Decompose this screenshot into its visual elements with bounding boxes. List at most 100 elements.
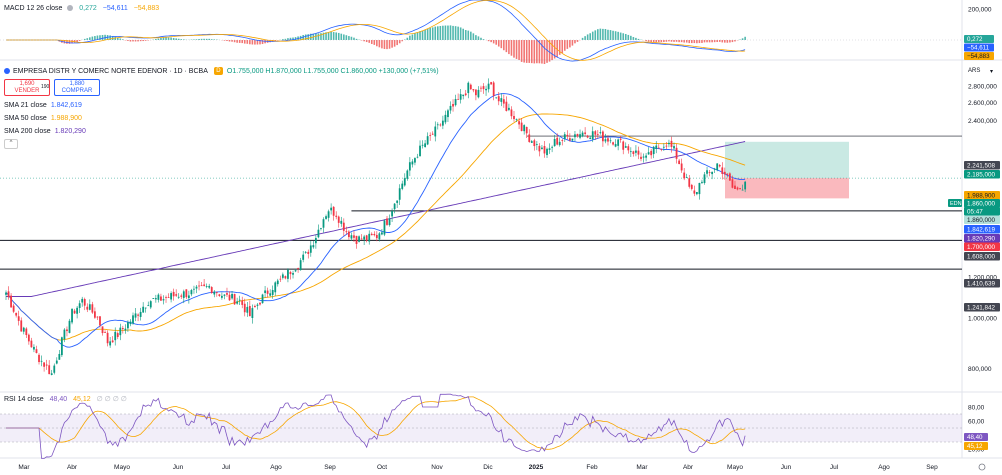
macd-histogram-bar [261, 40, 264, 45]
candle [449, 101, 452, 114]
macd-histogram-bar [111, 35, 114, 40]
macd-histogram-bar [393, 40, 396, 47]
macd-histogram-bar [66, 40, 68, 44]
candle-body [650, 150, 653, 156]
macd-histogram-bar [213, 39, 216, 40]
sma21-legend[interactable]: SMA 21 close 1.842,619 [4, 101, 82, 110]
candle-body [381, 232, 383, 235]
macd-histogram-bar [388, 40, 391, 49]
candle-body [109, 341, 112, 346]
candle-body [652, 146, 655, 155]
candle-body [254, 305, 256, 308]
candle-body [363, 236, 366, 240]
candle [487, 78, 490, 93]
candle [729, 172, 731, 181]
macd-histogram-bar [99, 35, 101, 40]
rsi-settings-icon[interactable]: ∅ ∅ ∅ ∅ [96, 396, 127, 403]
symbol-title-bar[interactable]: EMPRESA DISTR Y COMERC NORTE EDENOR · 1D… [4, 67, 439, 75]
rsi-line [6, 393, 746, 459]
candle-body [274, 282, 277, 293]
macd-histogram-bar [708, 40, 711, 43]
candle-body [525, 126, 528, 134]
candle-body [406, 170, 409, 179]
candle-body [490, 82, 493, 85]
candle-body [635, 150, 637, 153]
candle [459, 88, 462, 104]
macd-histogram-bar [533, 40, 536, 64]
candle [411, 159, 414, 168]
candle [358, 235, 360, 243]
candle [502, 94, 505, 108]
candle [429, 132, 432, 141]
sma200-legend[interactable]: SMA 200 close 1.820,290 [4, 127, 86, 136]
macd-histogram-bar [718, 40, 721, 42]
sell-button[interactable]: 1,690 VENDER [4, 79, 50, 96]
candle [175, 289, 178, 298]
candle-body [45, 364, 48, 366]
candle [642, 153, 645, 163]
candle [345, 226, 348, 235]
candle [231, 290, 233, 300]
candle [441, 115, 444, 130]
time-axis-label: Sep [926, 464, 938, 471]
candle [365, 234, 368, 243]
sma-lines [5, 93, 746, 348]
candle [261, 293, 264, 304]
candle-body [210, 287, 213, 293]
sma50-legend[interactable]: SMA 50 close 1.988,900 [4, 114, 82, 123]
macd-legend[interactable]: MACD 12 26 close 0,272 −54,611 −54,883 [4, 4, 159, 13]
candle-body [251, 308, 254, 318]
candle [447, 108, 449, 122]
candle-body [680, 163, 683, 171]
macd-histogram-bar [289, 37, 292, 40]
candle-body [609, 140, 612, 142]
candle-body [208, 285, 211, 288]
candle [563, 131, 566, 142]
price-axis-label-text: 1.820,290 [967, 235, 996, 242]
price-axis-label-text: 1.241,842 [967, 304, 996, 311]
currency-label[interactable]: ARS [968, 68, 981, 74]
candle-body [528, 134, 531, 142]
macd-histogram-bar [165, 37, 167, 40]
macd-histogram-bar [101, 34, 104, 40]
candle [599, 126, 602, 135]
candle-body [581, 132, 584, 137]
candle [91, 301, 94, 314]
candle [129, 319, 132, 327]
macd-histogram-bar [624, 33, 627, 40]
macd-histogram-bar [274, 40, 277, 41]
macd-histogram-bar [586, 34, 589, 40]
macd-histogram-bar [373, 40, 376, 45]
time-axis-label: Sep [324, 464, 336, 471]
macd-histogram-bar [431, 27, 434, 40]
candle-body [320, 228, 322, 229]
candle [388, 214, 391, 227]
macd-histogram-bar [602, 28, 604, 40]
data-badge[interactable]: D [213, 67, 223, 75]
chevron-down-icon[interactable]: ▾ [990, 69, 994, 75]
collapse-legend-button[interactable]: ^ [4, 139, 18, 149]
candle-body [475, 89, 477, 96]
price-axis: 2.800,000 2.600,000 2.400,000 1.200,000 1.00… [948, 7, 1000, 454]
rsi-legend[interactable]: RSI 14 close 48,40 45,12 ∅ ∅ ∅ ∅ [4, 395, 127, 404]
profit-zone [725, 141, 849, 179]
candle-body [312, 245, 315, 248]
candle [637, 146, 640, 160]
candle-body [203, 284, 206, 286]
macd-histogram-bar [78, 40, 81, 41]
macd-histogram-bar [538, 40, 541, 64]
candle [739, 187, 741, 190]
buy-button[interactable]: 1,880 COMPRAR [54, 79, 100, 96]
candle-body [233, 294, 236, 305]
candle-body [566, 134, 569, 137]
macd-histogram-bar [426, 28, 429, 40]
macd-histogram-bar [457, 26, 459, 40]
candle-body [571, 138, 574, 141]
eye-icon[interactable] [67, 5, 74, 12]
candle [259, 302, 261, 306]
candle-body [434, 126, 437, 137]
candle [650, 148, 653, 159]
candle-body [429, 135, 432, 136]
candle [548, 143, 551, 154]
